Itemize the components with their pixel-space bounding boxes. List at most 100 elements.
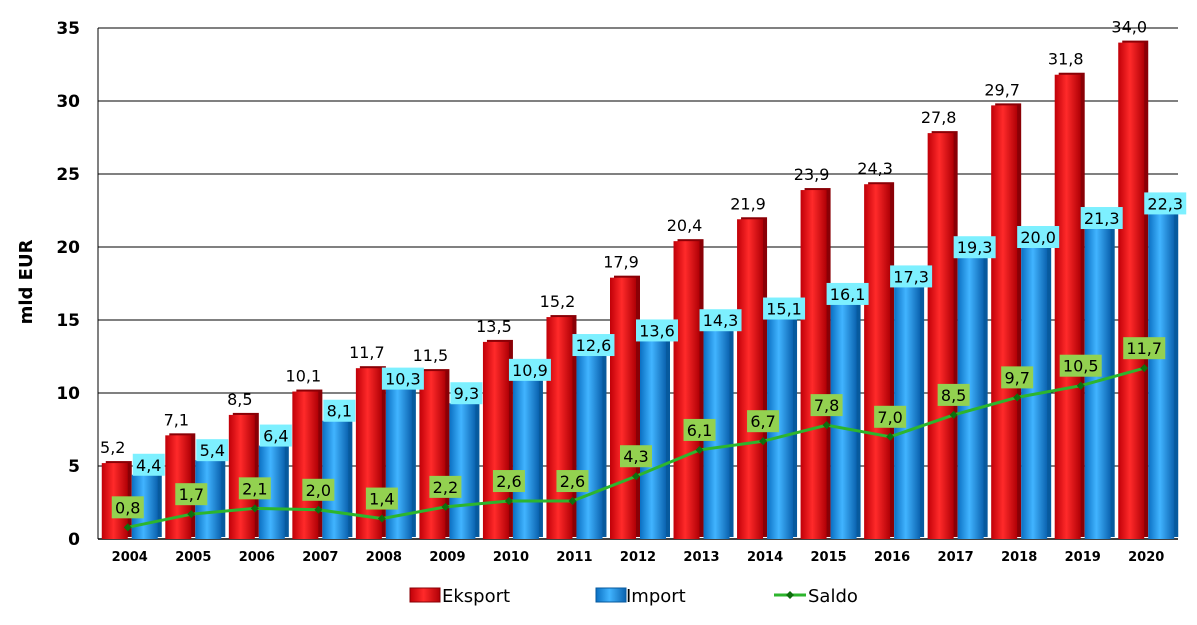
import-label-box — [890, 265, 933, 288]
saldo-point — [314, 505, 323, 514]
x-tick-label: 2014 — [747, 550, 783, 565]
saldo-point — [949, 410, 958, 419]
saldo-label-box — [175, 483, 208, 506]
eksport-bar — [991, 105, 1018, 539]
x-tick-label: 2005 — [175, 550, 211, 565]
eksport-data-label: 31,8 — [1048, 50, 1084, 69]
x-tick-label: 2011 — [556, 550, 592, 565]
y-tick-label: 15 — [56, 311, 80, 331]
saldo-point — [123, 523, 132, 532]
import-label-box — [953, 236, 996, 259]
import-data-label: 6,4 — [263, 427, 288, 446]
saldo-data-label: 0,8 — [115, 498, 140, 517]
x-tick-label: 2015 — [810, 550, 846, 565]
import-label-box — [763, 297, 806, 320]
import-data-label: 4,4 — [136, 456, 161, 475]
saldo-label-box — [810, 394, 843, 417]
x-tick-label: 2004 — [112, 550, 148, 565]
saldo-label-box — [238, 477, 271, 500]
y-axis-label: mld EUR — [16, 239, 37, 324]
import-label-box — [1080, 207, 1123, 230]
eksport-data-label: 24,3 — [857, 159, 893, 178]
import-data-label: 17,3 — [893, 267, 929, 286]
saldo-label-box — [365, 487, 398, 510]
x-tick-label: 2019 — [1065, 550, 1101, 565]
eksport-bar — [1054, 74, 1081, 539]
import-bar — [830, 303, 857, 539]
eksport-data-label: 5,2 — [100, 438, 125, 457]
import-label-box — [1017, 226, 1060, 248]
eksport-data-label: 11,7 — [349, 343, 385, 362]
data-labels: 5,24,47,15,48,56,410,18,111,710,311,59,3… — [100, 18, 1187, 519]
saldo-data-label: 6,7 — [750, 412, 775, 431]
saldo-point — [886, 432, 895, 441]
eksport-data-label: 10,1 — [286, 367, 322, 386]
import-data-label: 16,1 — [830, 285, 866, 304]
saldo-point — [441, 502, 450, 511]
eksport-bar — [482, 341, 509, 539]
import-data-label: 5,4 — [200, 441, 225, 460]
saldo-point — [568, 497, 577, 506]
import-data-label: 22,3 — [1147, 194, 1183, 213]
eksport-data-label: 21,9 — [730, 194, 766, 213]
saldo-data-label: 2,1 — [242, 479, 267, 498]
y-tick-label: 0 — [68, 530, 80, 550]
eksport-data-label: 8,5 — [227, 390, 252, 409]
x-tick-label: 2009 — [429, 550, 465, 565]
import-label-box — [450, 382, 483, 405]
saldo-data-label: 4,3 — [623, 447, 648, 466]
import-label-box — [699, 309, 742, 332]
saldo-label-box — [683, 418, 716, 441]
eksport-bar — [673, 241, 700, 539]
saldo-data-label: 11,7 — [1126, 339, 1162, 358]
saldo-point — [822, 421, 831, 430]
y-tick-label: 30 — [56, 92, 80, 112]
eksport-bar — [800, 190, 827, 539]
eksport-bar — [546, 317, 573, 539]
saldo-data-label: 7,8 — [814, 396, 839, 415]
import-data-label: 14,3 — [703, 311, 739, 330]
eksport-bar — [292, 391, 319, 539]
import-data-label: 8,1 — [327, 402, 352, 421]
saldo-data-label: 10,5 — [1063, 357, 1099, 376]
import-bar — [1148, 213, 1175, 540]
saldo-label-box — [556, 470, 589, 493]
saldo-label-box — [1059, 354, 1102, 377]
import-data-label: 20,0 — [1020, 228, 1056, 247]
legend-eksport-swatch — [409, 587, 441, 603]
x-tick-label: 2013 — [683, 550, 719, 565]
eksport-bar — [228, 414, 255, 539]
eksport-data-label: 20,4 — [667, 216, 703, 235]
x-tick-label: 2017 — [938, 550, 974, 565]
import-bar — [640, 340, 666, 539]
y-tick-label: 10 — [56, 384, 80, 404]
saldo-data-label: 2,0 — [306, 481, 331, 500]
saldo-point — [187, 510, 196, 519]
eksport-bar — [927, 133, 954, 539]
saldo-label-box — [1123, 337, 1166, 360]
saldo-label-box — [1001, 366, 1034, 389]
saldo-point — [695, 445, 704, 454]
import-data-label: 19,3 — [957, 238, 993, 257]
saldo-label-box — [937, 383, 970, 406]
legend-eksport-label: Eksport — [442, 586, 510, 607]
saldo-label-box — [747, 410, 780, 433]
saldo-label-box — [302, 478, 335, 501]
import-data-label: 15,1 — [766, 300, 802, 319]
import-label-box — [1144, 192, 1187, 215]
saldo-data-label: 6,1 — [687, 421, 712, 440]
import-label-box — [381, 367, 424, 390]
eksport-data-label: 34,0 — [1111, 18, 1147, 37]
legend-saldo-label: Saldo — [808, 586, 858, 607]
saldo-data-label: 8,5 — [941, 386, 966, 405]
eksport-bar — [1118, 42, 1145, 539]
eksport-bar — [864, 184, 891, 539]
saldo-point — [504, 497, 513, 506]
import-data-label: 9,3 — [454, 384, 479, 403]
import-label-box — [259, 424, 292, 447]
saldo-data-label: 7,0 — [877, 408, 902, 427]
legend: Eksport Import Saldo — [409, 586, 858, 607]
legend-saldo-marker — [786, 591, 794, 599]
y-tick-label: 25 — [56, 165, 80, 185]
